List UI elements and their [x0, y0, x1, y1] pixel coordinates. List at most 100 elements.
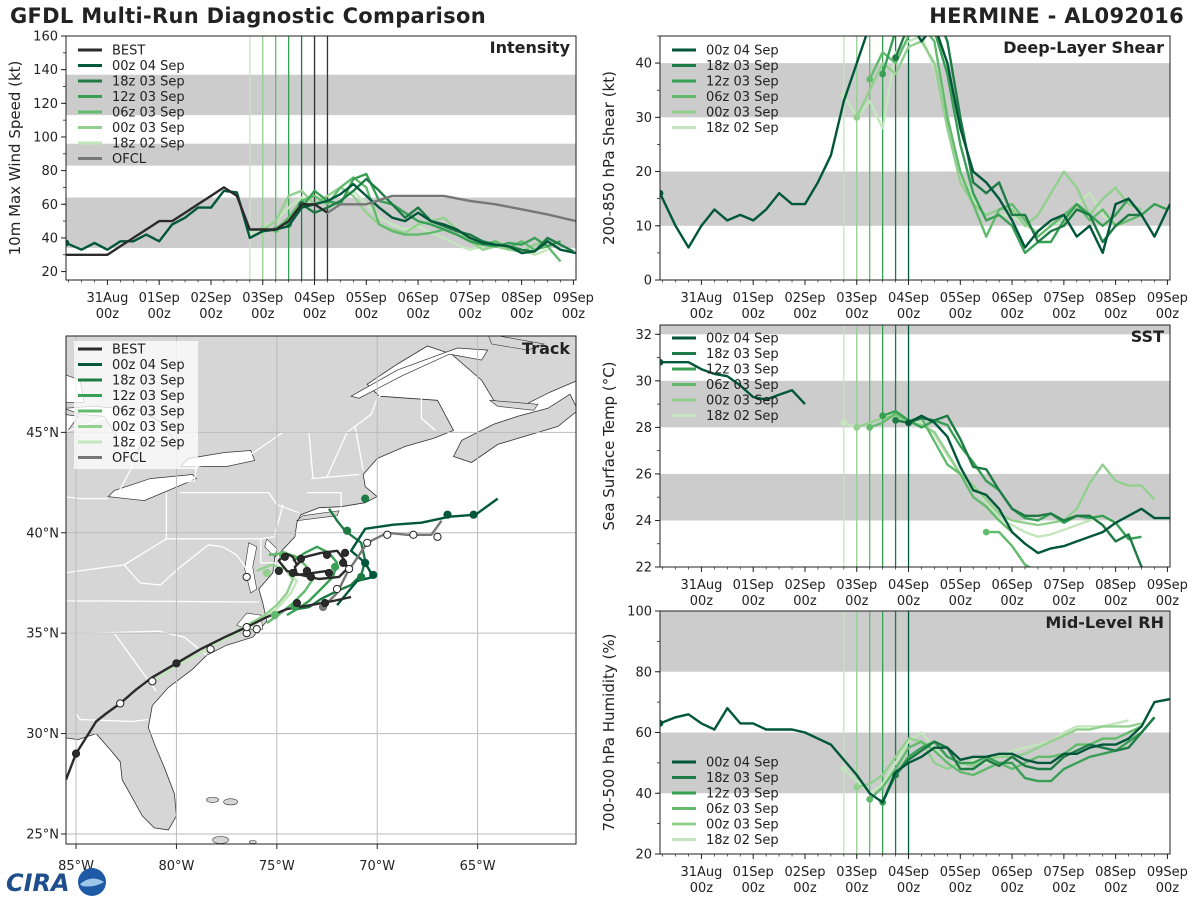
track-xtick-label: 80°W [158, 859, 194, 874]
sst-xtick-label: 07Sep [1043, 578, 1084, 593]
shear-xtick-label: 02Sep [784, 291, 825, 306]
sst-xtick-label: 00z [742, 594, 766, 609]
track-legend-label: 00z 04 Sep [112, 358, 185, 373]
track-position-marker [320, 598, 330, 608]
rh-legend-label: 00z 04 Sep [706, 756, 779, 771]
rh-ytick-label: 80 [635, 665, 652, 680]
track-legend-label: 12z 03 Sep [112, 389, 185, 404]
shear-xtick-label: 08Sep [1095, 291, 1136, 306]
intensity-xtick-label: 00z [148, 307, 172, 322]
land-long-island [295, 510, 340, 522]
track-ytick-label: 40°N [26, 526, 59, 541]
rh-xtick-label: 06Sep [992, 865, 1033, 880]
intensity-shade-band [66, 197, 576, 249]
sst-xtick-label: 08Sep [1095, 578, 1136, 593]
intensity-ytick-label: 40 [41, 231, 58, 246]
rh-xtick-label: 04Sep [888, 865, 929, 880]
sst-legend-label: 00z 03 Sep [706, 394, 779, 409]
sst-xtick-label: 00z [897, 594, 921, 609]
intensity-legend-label: OFCL [112, 152, 147, 167]
sst-run-start-marker [866, 423, 874, 431]
track-position-marker [409, 530, 418, 539]
track-series-00z-04-sep [336, 497, 499, 606]
rh-legend-label: 06z 03 Sep [706, 802, 779, 817]
track-position-marker [148, 677, 157, 686]
shear-xtick-label: 00z [742, 307, 766, 322]
shear-xtick-label: 04Sep [888, 291, 929, 306]
figure-title: GFDL Multi-Run Diagnostic Comparison [10, 4, 486, 28]
delaware-bay [264, 538, 278, 558]
state-border [354, 426, 364, 471]
sst-series-00z-04-sep [660, 361, 806, 405]
rh-xtick-label: 07Sep [1043, 865, 1084, 880]
track-frame [65, 335, 577, 845]
rh-run-start-marker [660, 719, 664, 727]
land-bahamas-island [223, 798, 238, 806]
shear-legend-label: 18z 03 Sep [706, 59, 779, 74]
shear-xtick-label: 01Sep [733, 291, 774, 306]
rh-xtick-label: 00z [897, 881, 921, 896]
rh-xtick-label: 31Aug [680, 865, 722, 880]
sst-series-00z-04-sep [907, 414, 1170, 555]
sst-xtick-label: 03Sep [836, 578, 877, 593]
intensity-xtick-label: 03Sep [242, 291, 283, 306]
rh-series-06z-03-sep [868, 725, 1143, 801]
track-legend-label: 18z 02 Sep [112, 436, 185, 451]
rh-series-12z-03-sep [881, 716, 1156, 803]
rh-series-18z-03-sep [894, 716, 1156, 776]
track-position-marker [262, 568, 271, 578]
state-border [274, 504, 284, 535]
track-position-marker [306, 572, 316, 582]
sst-legend-label: 18z 03 Sep [706, 347, 779, 362]
state-border [123, 544, 223, 586]
rh-shade-band [660, 732, 1170, 794]
track-legend-label: OFCL [112, 451, 147, 466]
rh-legend-label: 12z 03 Sep [706, 787, 779, 802]
intensity-xtick-label: 05Sep [346, 291, 387, 306]
intensity-xtick-label: 31Aug [86, 291, 128, 306]
intensity-xtick-label: 00z [355, 307, 379, 322]
intensity-legend-label: 18z 02 Sep [112, 137, 185, 152]
land-anticosti [488, 336, 546, 351]
rh-series-18z-02-sep [842, 719, 1129, 795]
intensity-xtick-label: 00z [199, 307, 223, 322]
intensity-xtick-label: 06Sep [398, 291, 439, 306]
sst-ytick-label: 26 [635, 467, 652, 482]
intensity-ytick-label: 140 [33, 63, 58, 78]
rh-series-00z-03-sep [856, 722, 1142, 789]
state-border [165, 492, 275, 540]
shear-plot-area [660, 36, 1170, 280]
sst-ytick-label: 32 [635, 328, 652, 343]
shear-panel: 01020304031Aug00z01Sep00z02Sep00z03Sep00… [600, 35, 1188, 322]
sst-ylabel: Sea Surface Temp (°C) [600, 361, 618, 530]
intensity-run-start-marker [66, 239, 70, 247]
intensity-series-ofcl [326, 194, 576, 223]
shear-ytick-label: 20 [635, 165, 652, 180]
shear-xtick-label: 00z [690, 307, 714, 322]
track-position-marker [361, 494, 370, 503]
sst-legend-label: 12z 03 Sep [706, 363, 779, 378]
sst-legend-label: 00z 04 Sep [706, 332, 779, 347]
track-position-marker [302, 566, 312, 576]
sst-xtick-label: 00z [793, 594, 817, 609]
state-border [75, 713, 149, 723]
rh-plot-area [660, 611, 1170, 854]
shear-run-start-marker [853, 113, 861, 121]
track-position-marker [332, 584, 342, 594]
sst-shade-band [660, 473, 1170, 521]
sst-xtick-label: 31Aug [680, 578, 722, 593]
track-position-marker [252, 625, 261, 634]
intensity-frame [65, 35, 577, 281]
land-bahamas-island [206, 796, 219, 803]
intensity-panel-title: Intensity [490, 38, 571, 57]
shear-xtick-label: 00z [793, 307, 817, 322]
shear-run-start-marker [866, 75, 874, 83]
state-border [180, 491, 300, 514]
rh-shade-band [660, 611, 1170, 672]
track-position-marker [270, 610, 279, 620]
sst-xtick-label: 00z [690, 594, 714, 609]
rh-xtick-label: 00z [742, 881, 766, 896]
intensity-legend-label: 06z 03 Sep [112, 106, 185, 121]
track-position-marker [343, 526, 352, 535]
shear-xtick-label: 07Sep [1043, 291, 1084, 306]
